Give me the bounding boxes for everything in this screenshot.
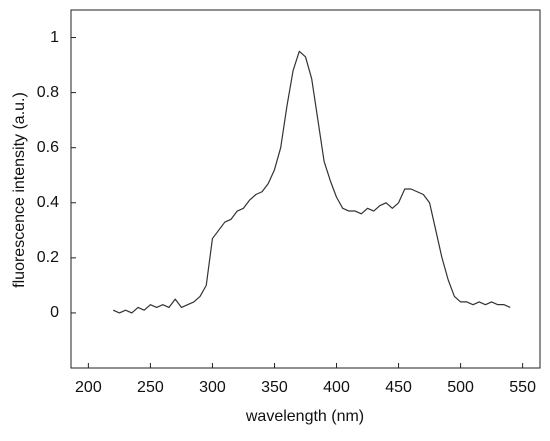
x-tick-label: 500 bbox=[447, 379, 474, 396]
x-tick-label: 200 bbox=[75, 379, 102, 396]
y-axis-label: fluorescence intensity (a.u.) bbox=[11, 92, 28, 288]
y-tick-label: 1 bbox=[50, 29, 59, 46]
y-tick-label: 0.8 bbox=[37, 84, 59, 101]
x-tick-label: 250 bbox=[137, 379, 164, 396]
x-tick-label: 300 bbox=[199, 379, 226, 396]
x-tick-label: 400 bbox=[323, 379, 350, 396]
x-axis-label: wavelength (nm) bbox=[245, 408, 364, 425]
x-tick-label: 350 bbox=[261, 379, 288, 396]
x-tick-label: 450 bbox=[385, 379, 412, 396]
plot-frame bbox=[70, 9, 541, 369]
y-tick-label: 0 bbox=[50, 304, 59, 321]
y-tick-label: 0.2 bbox=[37, 249, 59, 266]
y-tick-label: 0.6 bbox=[37, 139, 59, 156]
data-line bbox=[112, 50, 511, 314]
y-tick-label: 0.4 bbox=[37, 194, 59, 211]
x-tick-label: 550 bbox=[509, 379, 536, 396]
